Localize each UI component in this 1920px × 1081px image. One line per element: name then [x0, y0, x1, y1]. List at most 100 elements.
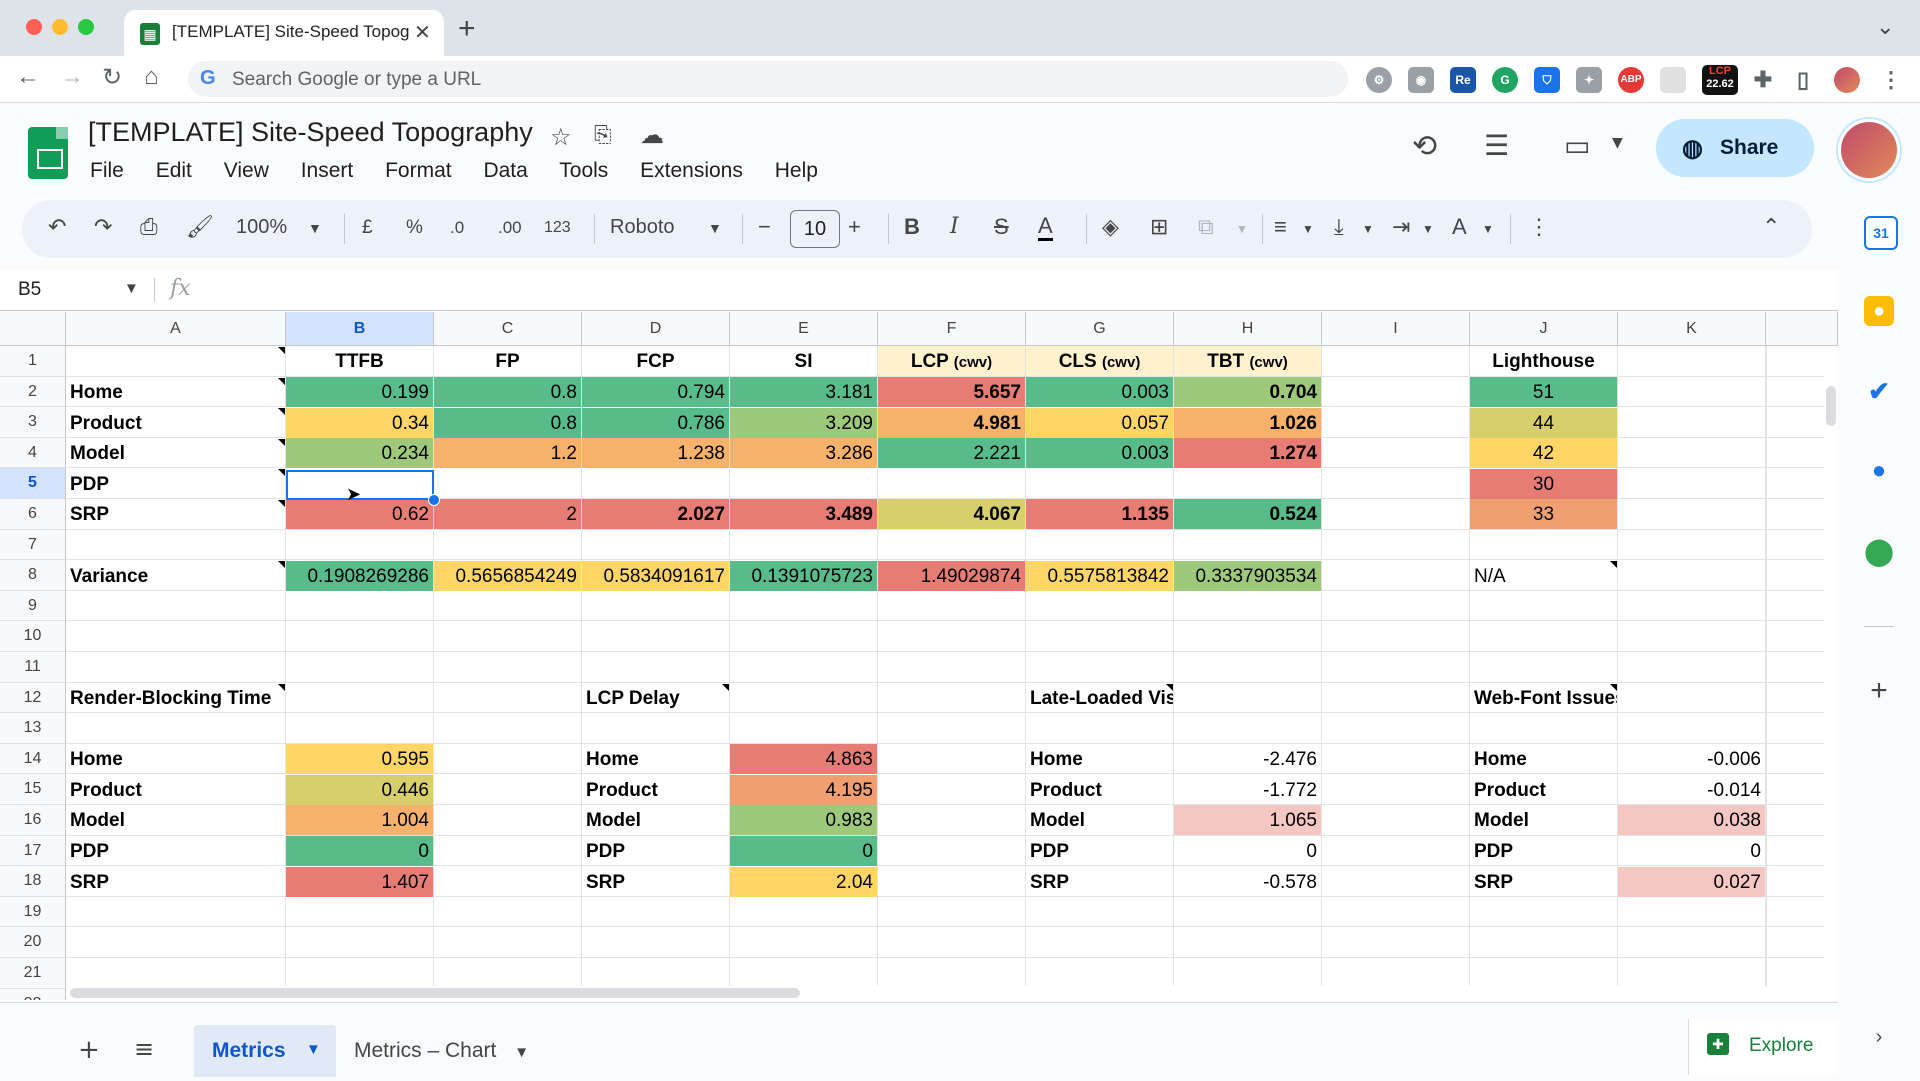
cell-h16[interactable]: 1.065	[1174, 805, 1321, 836]
cell-f8[interactable]: 1.49029874	[878, 560, 1025, 591]
row-header-19[interactable]: 19	[0, 896, 66, 928]
sheet-tab-metrics-chart[interactable]: Metrics – Chart ▼	[354, 1039, 529, 1063]
cell-k15[interactable]: -0.014	[1707, 779, 1761, 801]
column-header-f[interactable]: F	[878, 312, 1026, 346]
merge-dropdown-icon[interactable]: ▼	[1236, 222, 1248, 236]
cell-j5[interactable]: 30	[1470, 468, 1617, 499]
more-formats-button[interactable]: 123	[544, 219, 571, 236]
font-size-input[interactable]: 10	[790, 210, 840, 248]
menu-format[interactable]: Format	[385, 159, 452, 182]
hide-side-panel-chevron-icon[interactable]: ›	[1875, 1026, 1883, 1048]
borders-icon[interactable]: ⊞	[1150, 214, 1169, 239]
row-header-12[interactable]: 12	[0, 682, 66, 714]
cell-g2[interactable]: 0.003	[1026, 376, 1173, 407]
decrease-font-size-icon[interactable]: −	[758, 214, 771, 239]
row-header-21[interactable]: 21	[0, 958, 66, 989]
horizontal-scroll-thumb[interactable]	[70, 988, 800, 998]
cell-e17[interactable]: 0	[730, 835, 877, 866]
row-header-1[interactable]: 1	[0, 346, 66, 377]
cell-c2[interactable]: 0.8	[434, 376, 581, 407]
cell-b14[interactable]: 0.595	[286, 744, 433, 775]
get-addons-plus-icon[interactable]: +	[1870, 674, 1888, 707]
cell-j2[interactable]: 51	[1470, 376, 1617, 407]
cell-g6[interactable]: 1.135	[1026, 499, 1173, 530]
sheets-logo-icon[interactable]	[28, 127, 68, 179]
cell-d4[interactable]: 1.238	[582, 438, 729, 469]
menu-view[interactable]: View	[223, 159, 269, 182]
cell-e6[interactable]: 3.489	[730, 499, 877, 530]
zoom-select[interactable]: 100%	[236, 216, 288, 238]
row-header-22[interactable]: 22	[0, 988, 66, 1000]
vertical-scrollbar[interactable]	[1824, 346, 1838, 1000]
tasks-icon[interactable]: ✔	[1868, 376, 1890, 406]
print-icon[interactable]: ⎙	[140, 214, 158, 239]
cell-a5[interactable]: PDP	[70, 473, 110, 495]
cell-d15[interactable]: Product	[586, 779, 658, 801]
row-header-11[interactable]: 11	[0, 652, 66, 683]
cell-a2[interactable]: Home	[70, 381, 123, 403]
fill-handle[interactable]	[428, 494, 440, 506]
row-header-17[interactable]: 17	[0, 835, 66, 867]
redo-icon[interactable]: ↷	[94, 214, 113, 239]
text-color-icon[interactable]: A	[1038, 214, 1053, 241]
menu-tools[interactable]: Tools	[559, 159, 609, 182]
column-header-e[interactable]: E	[730, 312, 878, 346]
cell-h14[interactable]: -2.476	[1263, 749, 1317, 771]
cell-j6[interactable]: 33	[1470, 499, 1617, 530]
merge-cells-icon[interactable]: ⧉	[1198, 214, 1214, 239]
column-header-k[interactable]: K	[1618, 312, 1766, 346]
fill-color-icon[interactable]: ◈	[1102, 214, 1119, 239]
sheet-tab-dropdown-icon[interactable]: ▼	[306, 1041, 321, 1058]
cell-h17[interactable]: 0	[1306, 840, 1317, 862]
horizontal-align-icon[interactable]: ≡	[1274, 214, 1287, 239]
cell-c4[interactable]: 1.2	[434, 438, 581, 469]
extensions-puzzle-icon[interactable]: ✚	[1753, 67, 1773, 92]
cell-b18[interactable]: 1.407	[286, 866, 433, 897]
cell-b17[interactable]: 0	[286, 835, 433, 866]
cell-g14[interactable]: Home	[1030, 749, 1083, 771]
cell-d3[interactable]: 0.786	[582, 407, 729, 438]
row-header-10[interactable]: 10	[0, 621, 66, 652]
cell-j4[interactable]: 42	[1470, 438, 1617, 469]
horizontal-scrollbar[interactable]	[66, 986, 1824, 1000]
share-button[interactable]: ◍ Share	[1656, 119, 1814, 177]
side-panel-icon[interactable]: ▯	[1796, 67, 1810, 92]
cell-c1[interactable]: FP	[495, 351, 520, 373]
extension-pin-icon[interactable]: ✦	[1576, 67, 1602, 93]
text-wrapping-icon[interactable]: ⇥	[1392, 214, 1411, 239]
active-cell-selection[interactable]	[286, 470, 434, 500]
cell-d18[interactable]: SRP	[586, 871, 626, 893]
cell-j16[interactable]: Model	[1474, 810, 1529, 832]
cell-e2[interactable]: 3.181	[730, 376, 877, 407]
cell-a6[interactable]: SRP	[70, 504, 110, 526]
cell-note-indicator[interactable]	[278, 377, 285, 385]
keep-icon[interactable]: ●	[1864, 296, 1894, 326]
close-tab-icon[interactable]: ✕	[414, 22, 431, 44]
cell-j8[interactable]: N/A	[1474, 565, 1506, 587]
more-options-icon[interactable]: ⋮	[1528, 214, 1550, 239]
home-icon[interactable]: ⌂	[144, 63, 159, 90]
cell-h15[interactable]: -1.772	[1263, 779, 1317, 801]
cell-f6[interactable]: 4.067	[878, 499, 1025, 530]
maximize-window-button[interactable]	[78, 19, 94, 35]
cell-b15[interactable]: 0.446	[286, 774, 433, 805]
rotation-dropdown-icon[interactable]: ▼	[1482, 222, 1494, 236]
bold-icon[interactable]: B	[904, 214, 920, 239]
menu-data[interactable]: Data	[483, 159, 528, 182]
cell-e1[interactable]: SI	[794, 351, 813, 373]
row-header-5[interactable]: 5	[0, 468, 66, 499]
strikethrough-icon[interactable]: S	[994, 214, 1009, 239]
cell-a17[interactable]: PDP	[70, 840, 110, 862]
cell-d8[interactable]: 0.5834091617	[582, 560, 729, 591]
new-tab-icon[interactable]: +	[458, 12, 476, 45]
cell-d2[interactable]: 0.794	[582, 376, 729, 407]
cell-g4[interactable]: 0.003	[1026, 438, 1173, 469]
menu-insert[interactable]: Insert	[300, 159, 354, 182]
name-box[interactable]: B5	[18, 279, 42, 300]
cell-a15[interactable]: Product	[70, 779, 142, 801]
cell-d17[interactable]: PDP	[586, 840, 626, 862]
cell-g3[interactable]: 0.057	[1026, 407, 1173, 438]
row-header-7[interactable]: 7	[0, 529, 66, 561]
cell-g1[interactable]: CLS (cwv)	[1026, 346, 1173, 377]
extension-grammarly-icon[interactable]: G	[1492, 67, 1518, 93]
